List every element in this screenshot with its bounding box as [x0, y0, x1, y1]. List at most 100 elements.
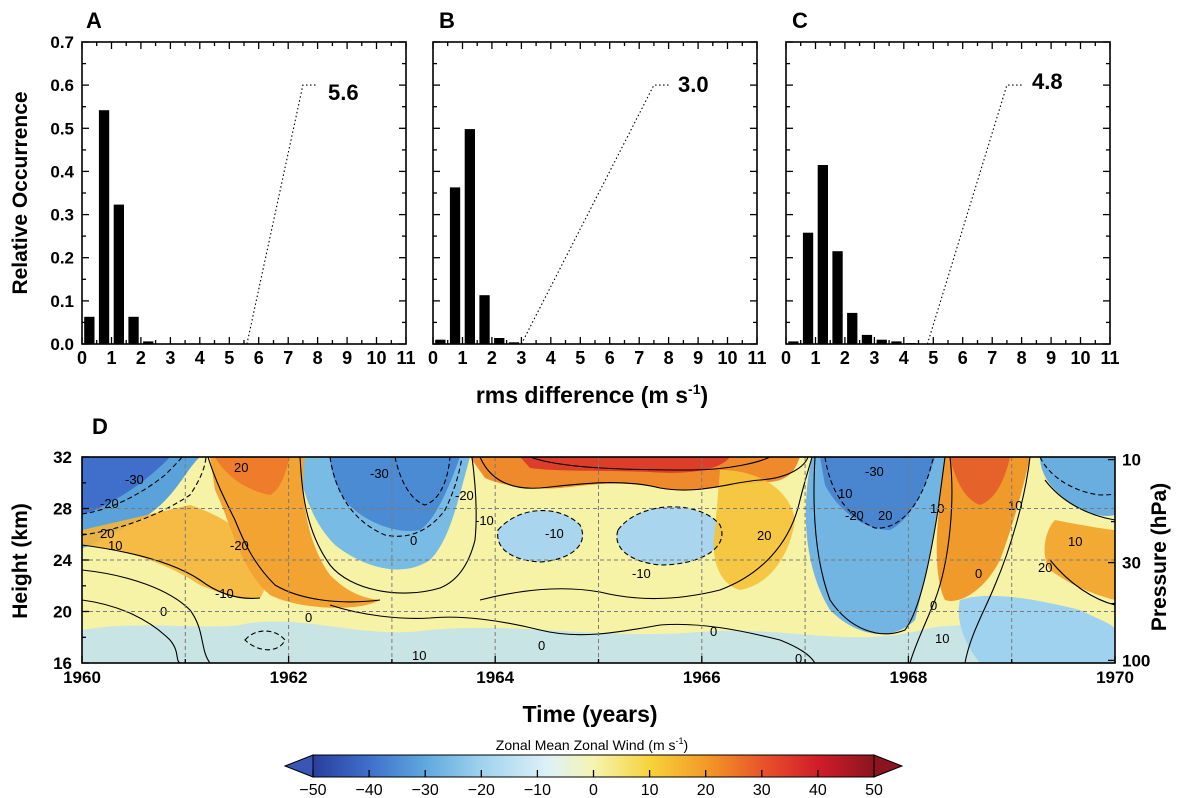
x-tick-label: 1 [106, 348, 116, 368]
contour-label: -20 [455, 488, 474, 503]
x-tick-label: 9 [693, 348, 703, 368]
x-tick-label: 6 [605, 348, 615, 368]
contour-label: 0 [975, 566, 982, 581]
x-tick-label: 9 [1046, 348, 1056, 368]
contour-label: 10 [108, 538, 122, 553]
x-tick-label: 1968 [889, 668, 927, 687]
x-tick-label: 1964 [476, 668, 514, 687]
y-tick-label: 32 [53, 448, 72, 467]
colorbar-tick-label: −50 [299, 782, 326, 798]
contour-label: -10 [545, 526, 564, 541]
x-tick-label: 10 [1070, 348, 1090, 368]
panel-b: B 0 1 2 3 4 5 6 7 8 9 10 11 3.0 [428, 8, 767, 368]
y-tick-label: 0.3 [50, 206, 74, 225]
colorbar-title: Zonal Mean Zonal Wind (m s-1) [496, 736, 688, 753]
bar [877, 340, 887, 344]
bar [847, 313, 857, 344]
colorbar-tick-label: 10 [641, 782, 659, 798]
panel-label-d: D [92, 414, 108, 439]
bar [84, 317, 94, 344]
bars-c [788, 165, 916, 344]
contour-label: 20 [757, 528, 771, 543]
contour-label: 20 [878, 508, 892, 523]
colorbar-tick-label: −30 [412, 782, 439, 798]
x-tick-label: 2 [136, 348, 146, 368]
x-tick-label: 4 [195, 348, 205, 368]
x-tick-label: 0 [781, 348, 791, 368]
x-tick-label: 2 [840, 348, 850, 368]
contour-label: 20 [234, 460, 248, 475]
y-tick-label: 0.0 [50, 335, 74, 354]
x-tick-label: 0 [77, 348, 87, 368]
x-tick-labels-a: 0 1 2 3 4 5 6 7 8 9 10 11 [77, 348, 416, 368]
bar [128, 317, 138, 344]
x-tick-label: 11 [396, 348, 415, 368]
contour-label: 0 [710, 624, 717, 639]
contour-label: 20 [1038, 560, 1052, 575]
bars-a [84, 110, 168, 344]
contour-label: 10 [412, 648, 426, 663]
panel-label-a: A [86, 8, 102, 33]
x-tick-label: 8 [1017, 348, 1027, 368]
contour-label: -10 [215, 586, 234, 601]
bar [450, 187, 460, 344]
bar [509, 342, 519, 344]
x-tick-label: 9 [342, 348, 352, 368]
x-tick-label: 1970 [1096, 668, 1134, 687]
pressure-tick-label: 10 [1122, 451, 1141, 470]
colorbar: Zonal Mean Zonal Wind (m s-1) −50 −40 −30 −… [285, 736, 902, 798]
x-tick-label: 11 [747, 348, 766, 368]
x-tick-label: 10 [366, 348, 386, 368]
x-tick-label: 8 [664, 348, 674, 368]
y-tick-label: 20 [53, 603, 72, 622]
bar [891, 341, 901, 344]
y-tick-label: 28 [53, 500, 72, 519]
x-tick-label: 1 [810, 348, 820, 368]
y-tick-label: 0.7 [50, 33, 74, 52]
bar [479, 295, 489, 344]
bar [818, 165, 828, 344]
y-axis-title-d: Height (km) [9, 503, 32, 619]
panel-label-b: B [439, 8, 455, 33]
x-tick-labels-c: 0 1 2 3 4 5 6 7 8 9 10 11 [781, 348, 1120, 368]
bar [114, 205, 124, 344]
contour-label: 0 [305, 610, 312, 625]
pressure-tick-label: 30 [1122, 554, 1141, 573]
contour-label: -20 [230, 538, 249, 553]
x-tick-label: 6 [254, 348, 264, 368]
y-tick-label: 0.6 [50, 76, 74, 95]
contour-label: -10 [475, 513, 494, 528]
y-tick-label: 0.5 [50, 119, 74, 138]
x-tick-label: 6 [958, 348, 968, 368]
x-tick-label: 4 [546, 348, 556, 368]
colorbar-tick-label: 20 [697, 782, 715, 798]
x-tick-label: 7 [283, 348, 293, 368]
bar [465, 129, 475, 344]
bar [803, 233, 813, 344]
bar [99, 110, 109, 344]
contour-label: 0 [410, 533, 417, 548]
x-tick-label: 4 [899, 348, 909, 368]
y-tick-label: 16 [53, 654, 72, 673]
contour-label: 10 [1008, 498, 1022, 513]
colorbar-extend-max-arrow [874, 755, 902, 777]
x-tick-label: 5 [928, 348, 938, 368]
colorbar-tick-label: −40 [356, 782, 383, 798]
contour-label: -20 [845, 508, 864, 523]
y-axis-title-top: Relative Occurrence [9, 91, 32, 294]
contour-label: -30 [370, 466, 389, 481]
annotation-a: 5.6 [328, 80, 359, 105]
colorbar-tick-label: −20 [468, 782, 495, 798]
bar [832, 251, 842, 344]
pressure-tick-label: 100 [1122, 651, 1150, 670]
colorbar-tick-label: 50 [865, 782, 883, 798]
x-tick-label: 5 [575, 348, 585, 368]
contour-label: 0 [930, 598, 937, 613]
bar [143, 341, 153, 344]
bar [906, 343, 916, 344]
x-tick-label: 1 [457, 348, 467, 368]
x-tick-label: 3 [165, 348, 175, 368]
x-tick-label: 7 [634, 348, 644, 368]
x-axis-title-d: Time (years) [522, 701, 657, 727]
